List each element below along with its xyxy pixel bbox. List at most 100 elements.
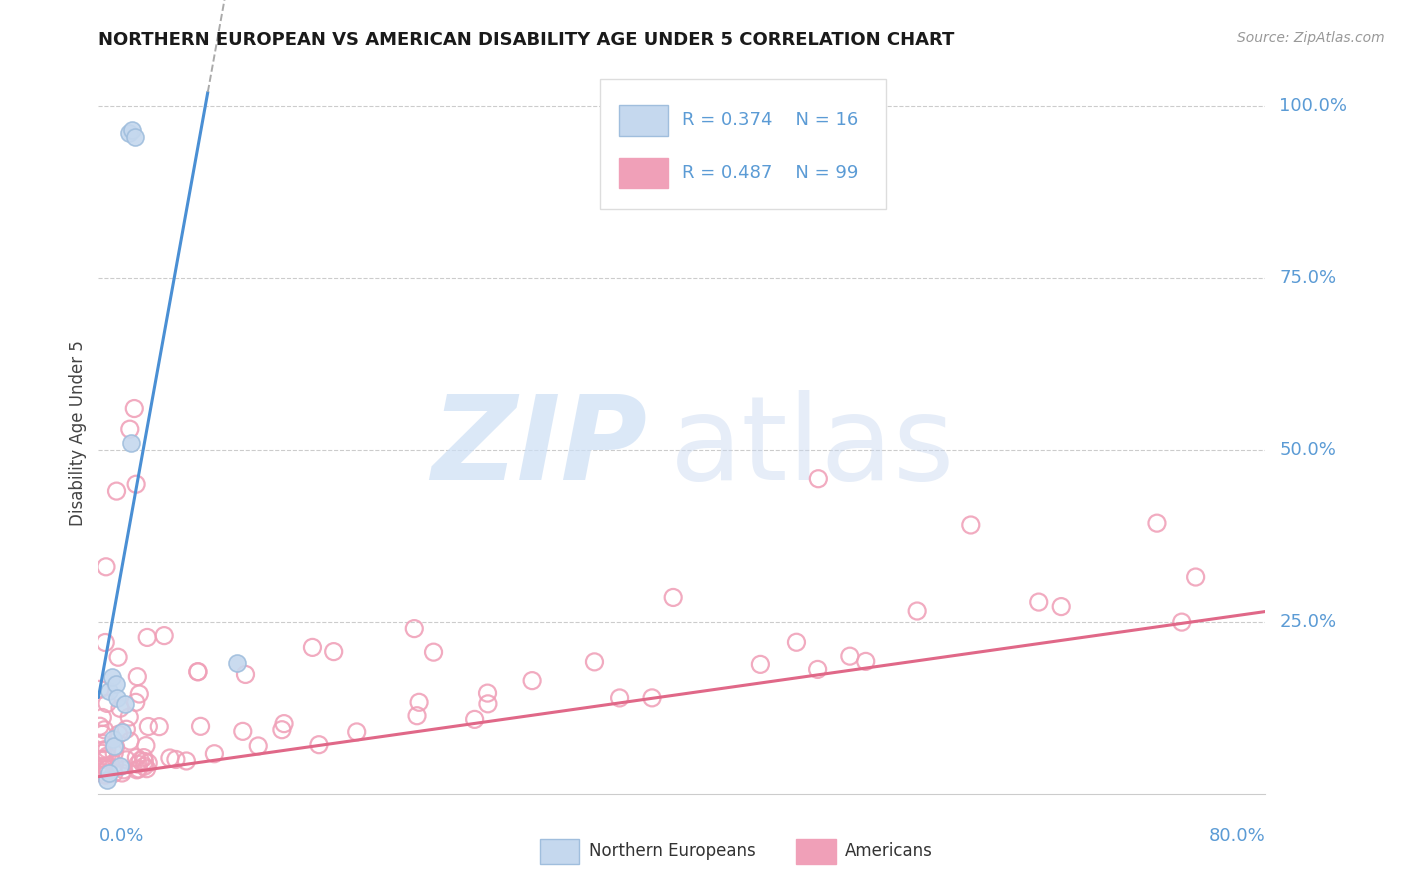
Point [107,727,129,741]
Point [1184,570,1206,584]
Text: 100.0%: 100.0% [1279,96,1347,115]
Point [93,752,115,766]
Point [97,766,120,780]
Point [136,631,159,645]
Point [1146,516,1168,530]
Text: Source: ZipAtlas.com: Source: ZipAtlas.com [1237,31,1385,45]
Point [94,768,117,782]
Point [807,662,830,676]
Point [96,762,118,776]
Point [97,759,120,773]
Text: 50.0%: 50.0% [1279,441,1336,458]
Point [404,622,426,636]
Y-axis label: Disability Age Under 5: Disability Age Under 5 [69,340,87,525]
Point [959,518,981,533]
Point [90,747,112,761]
Point [93,723,115,737]
Point [308,738,330,752]
Point [235,667,257,681]
Point [187,665,209,679]
Point [107,650,129,665]
Point [641,690,664,705]
Point [190,719,212,733]
Point [125,763,148,777]
Point [202,747,225,761]
Text: 75.0%: 75.0% [1279,268,1337,287]
Point [89,719,111,733]
Point [104,739,127,754]
Point [125,695,148,709]
Point [807,472,830,486]
Point [301,640,323,655]
Point [247,739,270,753]
Point [1028,595,1050,609]
Point [103,746,125,760]
Point [94,767,117,781]
Text: Northern Europeans: Northern Europeans [589,842,755,860]
Point [94,759,117,773]
Point [232,724,254,739]
Point [520,673,543,688]
Text: atlas: atlas [671,390,956,505]
Point [153,629,176,643]
Point [118,422,141,436]
Text: R = 0.487    N = 99: R = 0.487 N = 99 [682,163,858,181]
Point [132,750,155,764]
Point [159,751,181,765]
Point [108,701,131,715]
Point [662,591,685,605]
Point [104,677,127,691]
Point [118,710,141,724]
Point [96,697,118,711]
Point [127,762,149,776]
Point [96,742,118,756]
Point [91,759,114,773]
Point [176,754,198,768]
Point [96,749,118,764]
Point [226,656,249,670]
Point [112,763,135,777]
Point [855,654,877,668]
Point [111,766,134,780]
Point [406,708,429,723]
Point [346,725,368,739]
Point [90,761,112,775]
Point [115,753,138,767]
Point [91,743,114,757]
Point [322,645,344,659]
Point [101,731,124,746]
Point [118,126,141,140]
Point [138,719,160,733]
Text: ZIP: ZIP [430,390,647,505]
Point [838,649,860,664]
Point [103,739,125,753]
Point [114,698,136,712]
Point [127,757,149,772]
Point [464,712,486,726]
Point [785,635,807,649]
Text: NORTHERN EUROPEAN VS AMERICAN DISABILITY AGE UNDER 5 CORRELATION CHART: NORTHERN EUROPEAN VS AMERICAN DISABILITY… [98,31,955,49]
Point [91,727,114,741]
Point [124,129,146,144]
Point [118,734,141,748]
Point [105,690,128,705]
Point [134,755,156,769]
Text: Americans: Americans [845,842,934,860]
Point [165,752,187,766]
FancyBboxPatch shape [619,158,668,188]
Point [609,690,631,705]
Point [91,737,114,751]
Point [749,657,772,672]
FancyBboxPatch shape [600,78,886,209]
Point [127,670,149,684]
Point [270,723,292,737]
Point [94,635,117,649]
Point [129,754,152,768]
Point [100,670,122,684]
Point [103,757,125,772]
Point [134,759,156,773]
Point [135,739,157,753]
Text: 80.0%: 80.0% [1209,827,1265,846]
Point [125,477,148,491]
Text: 0.0%: 0.0% [98,827,143,846]
